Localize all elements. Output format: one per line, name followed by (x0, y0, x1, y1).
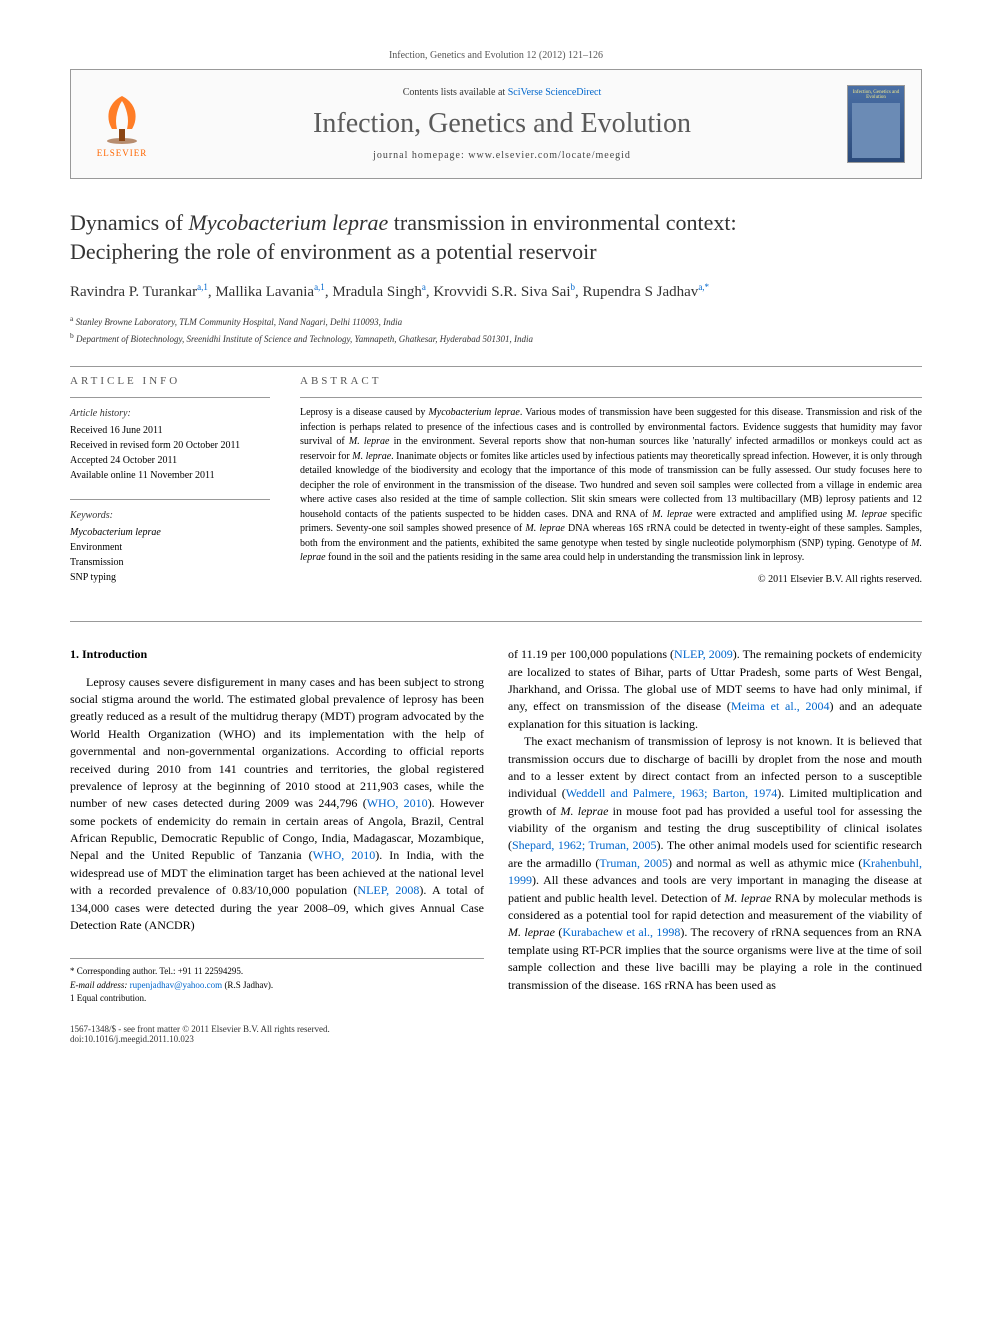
citation-header: Infection, Genetics and Evolution 12 (20… (70, 50, 922, 61)
doi-line: doi:10.1016/j.meegid.2011.10.023 (70, 1034, 330, 1044)
elsevier-label: ELSEVIER (97, 148, 148, 158)
contents-prefix: Contents lists available at (403, 87, 508, 98)
affiliations: a Stanley Browne Laboratory, TLM Communi… (70, 313, 922, 346)
section-heading-intro: 1. Introduction (70, 646, 484, 663)
revised-date: Received in revised form 20 October 2011 (70, 438, 270, 453)
citation-link[interactable]: WHO, 2010 (367, 796, 428, 810)
journal-name: Infection, Genetics and Evolution (157, 108, 847, 140)
intro-paragraph-2a: of 11.19 per 100,000 populations (NLEP, … (508, 646, 922, 733)
citation-link[interactable]: Krahenbuhl, 1999 (508, 856, 922, 887)
keyword-item: Mycobacterium leprae (70, 525, 270, 540)
email-line: E-mail address: rupenjadhav@yahoo.com (R… (70, 979, 484, 993)
cover-image (852, 103, 900, 158)
citation-link[interactable]: Meima et al., 2004 (731, 699, 830, 713)
journal-homepage: journal homepage: www.elsevier.com/locat… (157, 150, 847, 161)
keyword-item: Environment (70, 540, 270, 555)
article-title: Dynamics of Mycobacterium leprae transmi… (70, 209, 922, 266)
body-column-left: 1. Introduction Leprosy causes severe di… (70, 646, 484, 1006)
accepted-date: Accepted 24 October 2011 (70, 453, 270, 468)
homepage-prefix: journal homepage: (373, 150, 468, 161)
body-column-right: of 11.19 per 100,000 populations (NLEP, … (508, 646, 922, 1006)
article-info-heading: ARTICLE INFO (70, 375, 270, 387)
body-columns: 1. Introduction Leprosy causes severe di… (70, 646, 922, 1006)
citation-link[interactable]: NLEP, 2008 (357, 883, 419, 897)
title-italic: Mycobacterium leprae (189, 210, 389, 235)
abstract-column: ABSTRACT Leprosy is a disease caused by … (300, 375, 922, 601)
intro-paragraph-1: Leprosy causes severe disfigurement in m… (70, 674, 484, 935)
elsevier-logo[interactable]: ELSEVIER (87, 84, 157, 164)
article-info-column: ARTICLE INFO Article history: Received 1… (70, 375, 270, 601)
abstract-copyright: © 2011 Elsevier B.V. All rights reserved… (300, 574, 922, 585)
contents-line: Contents lists available at SciVerse Sci… (157, 87, 847, 98)
citation-link[interactable]: Kurabachew et al., 1998 (562, 925, 680, 939)
cover-title: Infection, Genetics and Evolution (852, 90, 900, 100)
journal-header-box: ELSEVIER Contents lists available at Sci… (70, 69, 922, 179)
title-part1: Dynamics of (70, 210, 189, 235)
journal-cover-thumbnail[interactable]: Infection, Genetics and Evolution (847, 85, 905, 163)
citation-link[interactable]: Shepard, 1962; Truman, 2005 (512, 838, 657, 852)
footnotes: * Corresponding author. Tel.: +91 11 225… (70, 958, 484, 1006)
equal-contribution: 1 Equal contribution. (70, 992, 484, 1006)
divider-bottom (70, 621, 922, 622)
citation-link[interactable]: NLEP, 2009 (674, 647, 733, 661)
divider-top (70, 366, 922, 367)
citation-link[interactable]: Weddell and Palmere, 1963; Barton, 1974 (566, 786, 778, 800)
title-part2: Deciphering the role of environment as a… (70, 239, 597, 264)
sciencedirect-link[interactable]: SciVerse ScienceDirect (508, 87, 602, 98)
affiliation-a: Stanley Browne Laboratory, TLM Community… (76, 317, 403, 327)
abstract-heading: ABSTRACT (300, 375, 922, 387)
footer-row: 1567-1348/$ - see front matter © 2011 El… (70, 1024, 922, 1044)
abstract-text: Leprosy is a disease caused by Mycobacte… (300, 406, 922, 566)
history-label: Article history: (70, 406, 270, 421)
email-link[interactable]: rupenjadhav@yahoo.com (130, 980, 223, 990)
keyword-item: Transmission (70, 555, 270, 570)
homepage-url[interactable]: www.elsevier.com/locate/meegid (468, 150, 631, 161)
citation-link[interactable]: Truman, 2005 (599, 856, 668, 870)
elsevier-tree-icon (97, 91, 147, 146)
affiliation-b: Department of Biotechnology, Sreenidhi I… (76, 334, 533, 344)
online-date: Available online 11 November 2011 (70, 468, 270, 483)
email-label: E-mail address: (70, 980, 127, 990)
citation-link[interactable]: WHO, 2010 (313, 848, 376, 862)
email-name: (R.S Jadhav). (224, 980, 273, 990)
keyword-item: SNP typing (70, 570, 270, 585)
corresponding-author: * Corresponding author. Tel.: +91 11 225… (70, 965, 484, 979)
keywords-label: Keywords: (70, 508, 270, 523)
authors-line: Ravindra P. Turankara,1, Mallika Lavania… (70, 282, 922, 301)
intro-paragraph-2b: The exact mechanism of transmission of l… (508, 733, 922, 994)
received-date: Received 16 June 2011 (70, 423, 270, 438)
title-part1b: transmission in environmental context: (388, 210, 736, 235)
front-matter-line: 1567-1348/$ - see front matter © 2011 El… (70, 1024, 330, 1034)
keywords-list: Mycobacterium lepraeEnvironmentTransmiss… (70, 525, 270, 585)
